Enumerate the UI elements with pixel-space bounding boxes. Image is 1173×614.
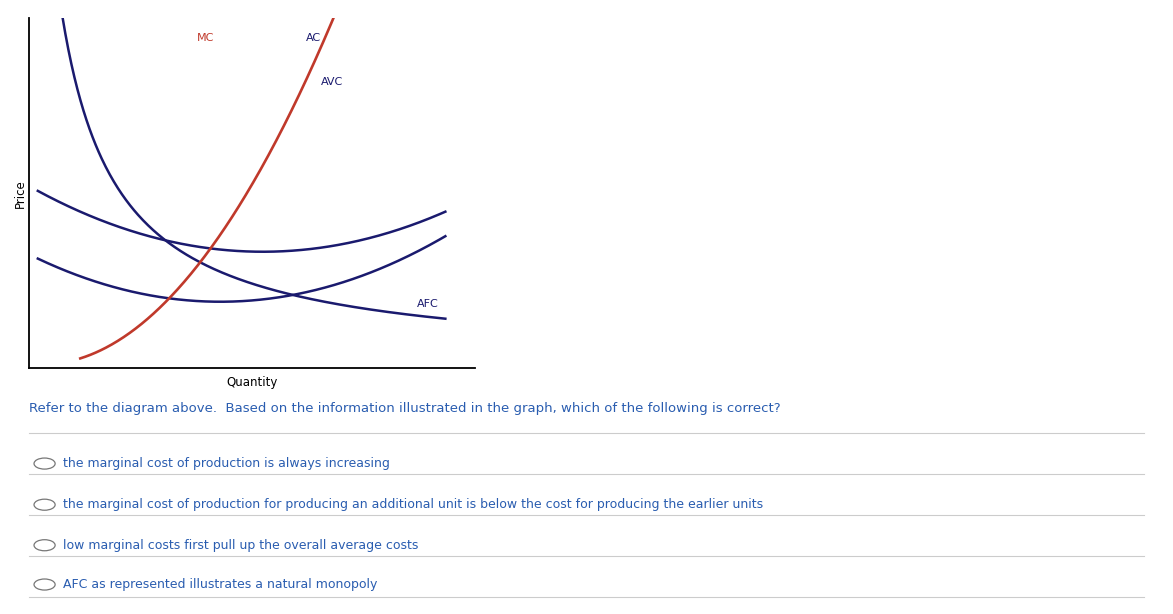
Text: AFC: AFC bbox=[418, 299, 439, 309]
Text: Quantity: Quantity bbox=[226, 376, 278, 389]
Text: AFC as represented illustrates a natural monopoly: AFC as represented illustrates a natural… bbox=[63, 578, 378, 591]
Text: AVC: AVC bbox=[321, 77, 344, 87]
Text: low marginal costs first pull up the overall average costs: low marginal costs first pull up the ove… bbox=[63, 538, 419, 552]
Text: the marginal cost of production is always increasing: the marginal cost of production is alway… bbox=[63, 457, 391, 470]
Text: Refer to the diagram above.  Based on the information illustrated in the graph, : Refer to the diagram above. Based on the… bbox=[29, 402, 781, 415]
Text: the marginal cost of production for producing an additional unit is below the co: the marginal cost of production for prod… bbox=[63, 498, 764, 511]
Y-axis label: Price: Price bbox=[14, 179, 27, 208]
Text: MC: MC bbox=[197, 33, 213, 43]
Text: AC: AC bbox=[306, 33, 320, 43]
